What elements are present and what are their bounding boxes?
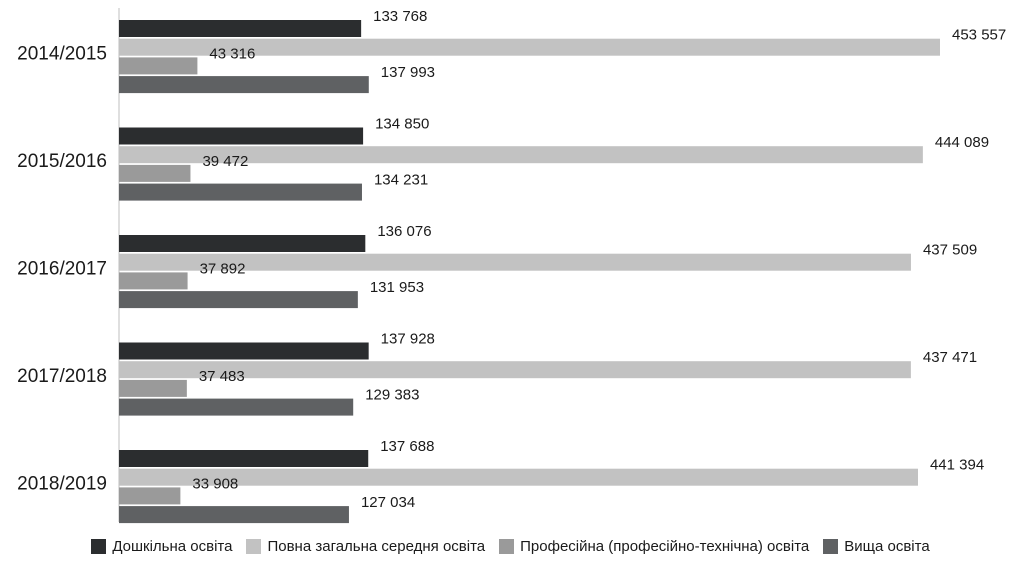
bar (119, 361, 911, 379)
bar (119, 272, 188, 290)
legend-label: Дошкільна освіта (112, 538, 233, 555)
data-label: 37 892 (200, 260, 246, 277)
bar (119, 253, 911, 271)
data-label: 129 383 (365, 387, 419, 404)
data-label: 137 928 (381, 331, 435, 348)
legend-label: Професійна (професійно-технічна) освіта (520, 538, 810, 555)
data-label: 441 394 (930, 457, 984, 474)
bar (119, 379, 187, 397)
bar (119, 76, 369, 94)
data-label: 37 483 (199, 368, 245, 385)
data-label: 136 076 (377, 223, 431, 240)
bar (119, 235, 366, 252)
legend-label: Повна загальна середня освіта (267, 538, 486, 555)
bar (119, 183, 362, 201)
legend-swatch (91, 539, 107, 554)
data-label: 453 557 (952, 27, 1006, 44)
bar (119, 146, 923, 164)
data-label: 437 509 (923, 242, 977, 259)
bar (119, 127, 364, 145)
legend-label: Вища освіта (844, 538, 930, 555)
bar (119, 57, 198, 75)
data-label: 137 993 (381, 64, 435, 81)
legend-item: Професійна (професійно-технічна) освіта (499, 538, 809, 555)
data-label: 437 471 (923, 349, 977, 366)
data-label: 33 908 (192, 475, 238, 492)
data-label: 137 688 (380, 438, 434, 455)
data-label: 39 472 (202, 153, 248, 170)
category-label: 2016/2017 (17, 258, 107, 279)
bar (119, 487, 181, 505)
data-label: 134 850 (375, 116, 429, 133)
bar (119, 342, 369, 360)
bar (119, 20, 362, 37)
data-label: 43 316 (209, 45, 255, 62)
data-label: 134 231 (374, 172, 428, 189)
category-label: 2014/2015 (17, 43, 107, 64)
legend-swatch (499, 539, 515, 554)
legend-swatch (246, 539, 262, 554)
bar (119, 291, 358, 309)
legend-item: Вища освіта (823, 538, 930, 555)
data-label: 444 089 (935, 134, 989, 151)
bar-chart-svg: 2014/2015 133 768 453 557 43 316 137 993 2015… (17, 8, 1006, 524)
data-label: 133 768 (373, 8, 427, 25)
category-label: 2017/2018 (17, 366, 107, 387)
legend: Дошкільна освіта Повна загальна середня о… (0, 538, 1021, 555)
bar (119, 164, 191, 182)
category-label: 2018/2019 (17, 473, 107, 494)
legend-swatch (823, 539, 839, 554)
data-label: 131 953 (370, 279, 424, 296)
legend-item: Дошкільна освіта (91, 538, 232, 555)
bar (119, 506, 349, 524)
legend-item: Повна загальна середня освіта (246, 538, 485, 555)
bar (119, 38, 940, 56)
data-label: 127 034 (361, 494, 415, 511)
bar (119, 398, 354, 416)
category-label: 2015/2016 (17, 151, 107, 172)
bar (119, 450, 369, 467)
bar (119, 468, 918, 486)
